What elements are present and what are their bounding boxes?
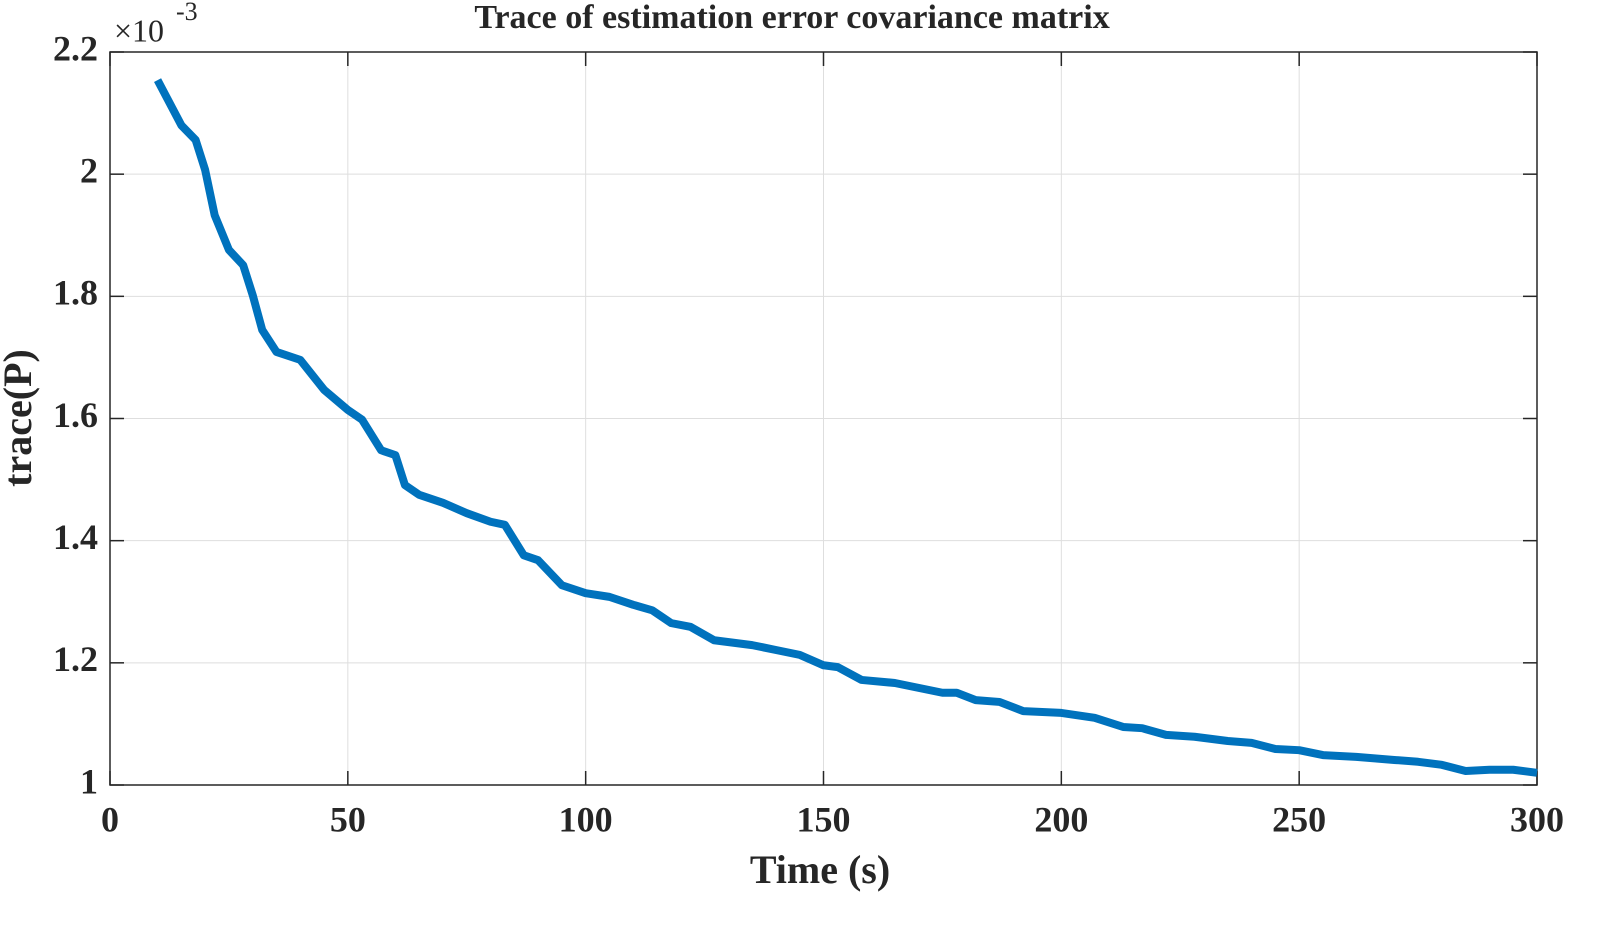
y-tick-label: 1.6 bbox=[53, 395, 98, 435]
x-tick-label: 0 bbox=[101, 799, 119, 839]
x-tick-label: 150 bbox=[797, 799, 851, 839]
x-tick-label: 50 bbox=[330, 799, 366, 839]
y-tick-label: 2.2 bbox=[53, 28, 98, 68]
y-tick-label: 1.8 bbox=[53, 273, 98, 313]
data-line bbox=[154, 78, 1538, 777]
y-tick-label: 1.4 bbox=[53, 517, 98, 557]
y-tick-label: 2 bbox=[80, 150, 98, 190]
x-axis-label: Time (s) bbox=[750, 847, 890, 892]
y-axis-label: trace(P) bbox=[0, 349, 40, 487]
y-multiplier: ×10 bbox=[114, 12, 164, 48]
x-tick-label: 300 bbox=[1510, 799, 1564, 839]
y-multiplier-exponent: -3 bbox=[176, 0, 198, 26]
y-tick-label: 1 bbox=[80, 761, 98, 801]
x-tick-label: 200 bbox=[1034, 799, 1088, 839]
x-tick-label: 250 bbox=[1272, 799, 1326, 839]
plot-frame bbox=[109, 51, 1538, 786]
x-tick-label: 100 bbox=[559, 799, 613, 839]
chart-title: Trace of estimation error covariance mat… bbox=[474, 0, 1109, 36]
y-tick-label: 1.2 bbox=[53, 639, 98, 679]
